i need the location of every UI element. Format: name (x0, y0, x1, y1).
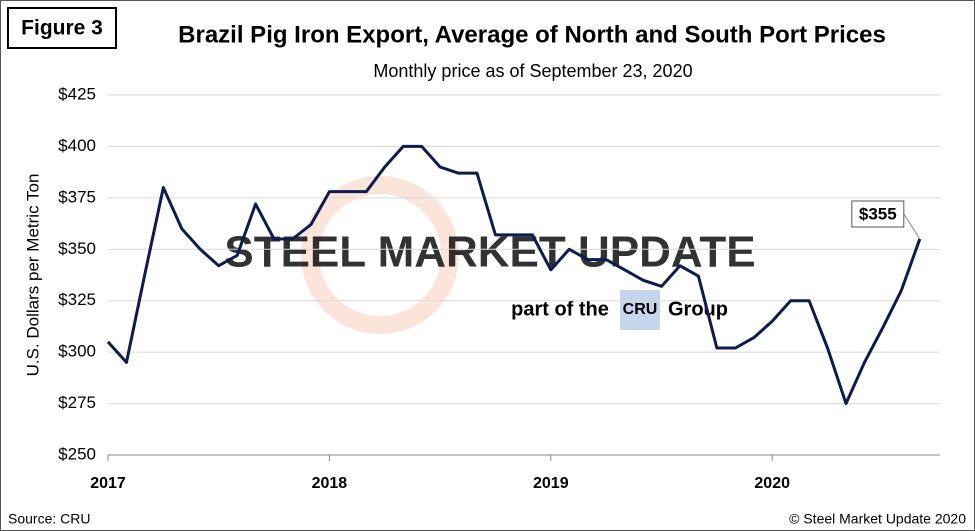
watermark-logo: CRU (623, 301, 658, 318)
y-tick-label: $400 (58, 136, 96, 155)
x-tick-label: 2019 (533, 475, 569, 492)
y-tick-label: $250 (58, 444, 96, 463)
callout-leader (903, 213, 921, 240)
data-label: $355 (859, 204, 897, 223)
figure-label: Figure 3 (21, 17, 103, 40)
watermark-prefix: part of the (511, 298, 609, 320)
y-tick-label: $300 (58, 342, 96, 361)
x-tick-label: 2018 (312, 475, 348, 492)
chart-subtitle: Monthly price as of September 23, 2020 (373, 61, 692, 81)
x-tick-label: 2017 (90, 475, 126, 492)
y-tick-label: $350 (58, 239, 96, 258)
y-tick-label: $325 (58, 290, 96, 309)
source: Source: CRU (8, 511, 90, 527)
watermark-swoosh (301, 176, 459, 334)
watermark-suffix: Group (668, 298, 728, 320)
x-tick-label: 2020 (754, 475, 790, 492)
y-tick-label: $425 (58, 84, 96, 103)
y-tick-label: $375 (58, 187, 96, 206)
callout-box (851, 200, 905, 228)
y-tick-label: $275 (58, 393, 96, 412)
chart-title: Brazil Pig Iron Export, Average of North… (178, 21, 886, 48)
price-line (106, 144, 922, 406)
watermark-brand: STEEL MARKET UPDATE (224, 228, 755, 277)
watermark-logo-box (620, 290, 660, 330)
copyright: © Steel Market Update 2020 (789, 511, 966, 527)
y-axis-label: U.S. Dollars per Metric Ton (23, 174, 42, 377)
figure-box (7, 7, 117, 49)
